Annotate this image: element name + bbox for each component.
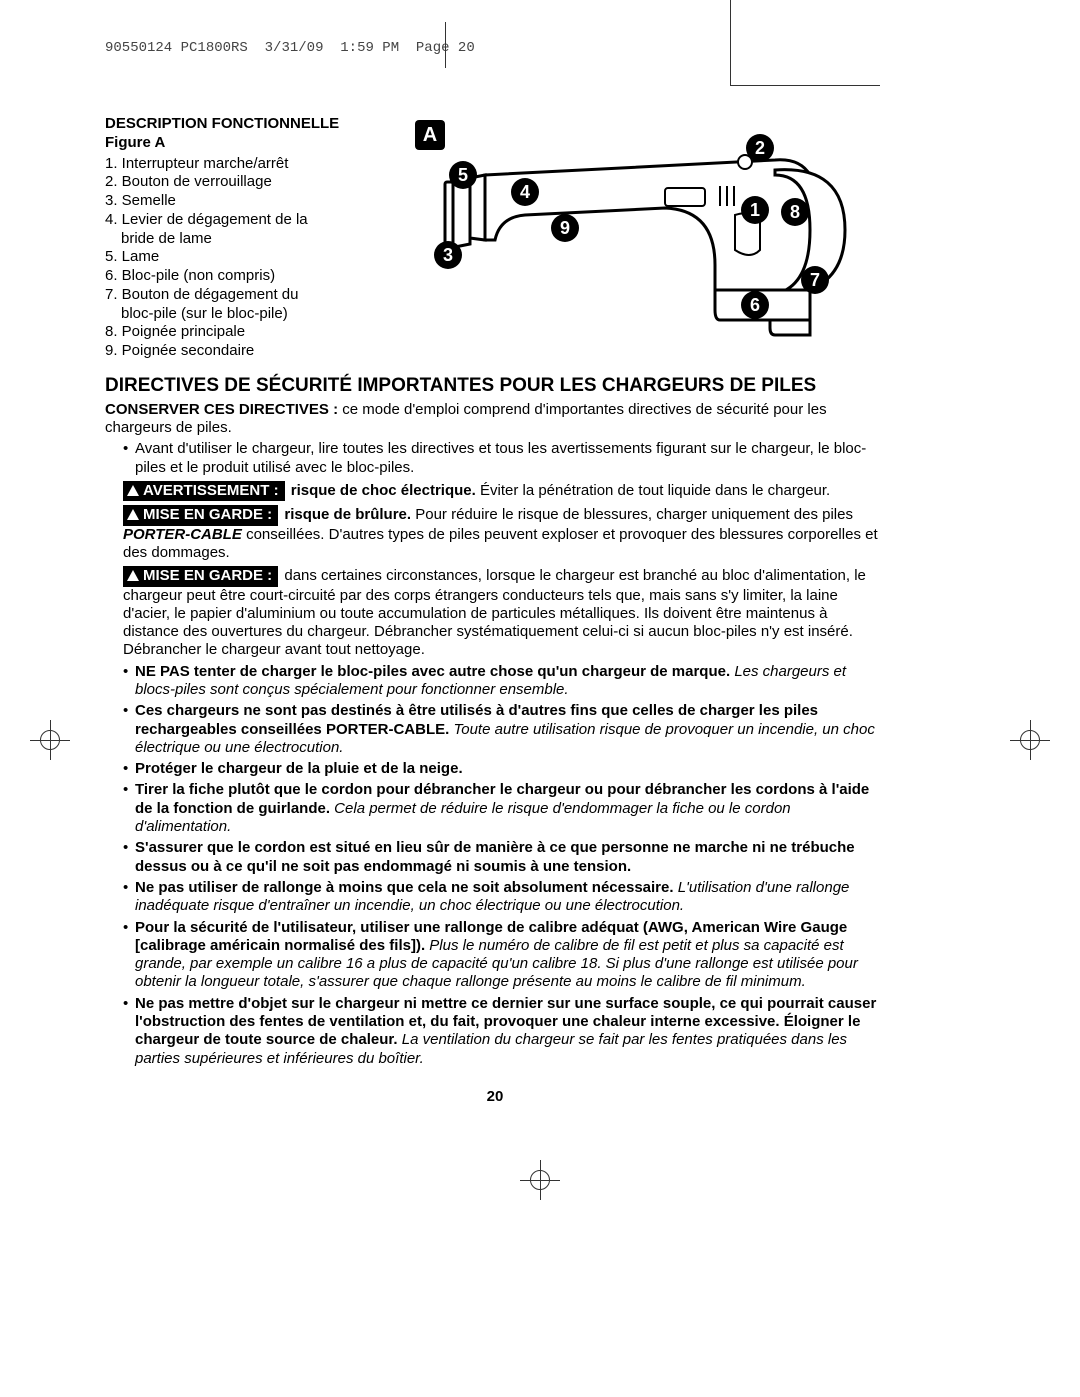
bullet-item: Pour la sécurité de l'utilisateur, utili… [123, 919, 885, 992]
callout-9: 9 [560, 218, 570, 238]
page-prefix: Page [416, 40, 450, 56]
manual-page: 90550124 PC1800RS 3/31/09 1:59 PM Page 2… [0, 0, 1080, 1397]
bullet-item: S'assurer que le cordon est situé en lie… [123, 839, 885, 876]
page-in-header: 20 [458, 40, 475, 56]
bullet-item: NE PAS tenter de charger le bloc-piles a… [123, 663, 885, 700]
callout-4: 4 [520, 182, 530, 202]
list-item: 5. Lame [105, 248, 395, 267]
list-item: 6. Bloc-pile (non compris) [105, 267, 395, 286]
caution-badge: MISE EN GARDE : [123, 505, 278, 525]
time: 1:59 PM [340, 40, 399, 56]
safety-body: CONSERVER CES DIRECTIVES : ce mode d'emp… [105, 401, 885, 1068]
date: 3/31/09 [265, 40, 324, 56]
crop-mark-vertical [730, 0, 731, 85]
bullet-item: Ces chargeurs ne sont pas destinés à êtr… [123, 702, 885, 757]
list-item: 1. Interrupteur marche/arrêt [105, 155, 395, 174]
list-item: 4. Levier de dégagement de la [105, 211, 395, 230]
list-item: 8. Poignée principale [105, 323, 395, 342]
bullet-item: Tirer la fiche plutôt que le cordon pour… [123, 781, 885, 836]
warn-text: Éviter la pénétration de tout liquide da… [476, 482, 830, 499]
list-item: bride de lame [105, 230, 395, 249]
bullet-item: Ne pas mettre d'objet sur le chargeur ni… [123, 995, 885, 1068]
page-number: 20 [105, 1088, 885, 1105]
description-list: DESCRIPTION FONCTIONNELLE Figure A 1. In… [105, 115, 395, 365]
desc-title: DESCRIPTION FONCTIONNELLE [105, 115, 395, 134]
callout-1: 1 [750, 200, 760, 220]
figure-label-text: Figure A [105, 134, 395, 153]
callout-8: 8 [790, 202, 800, 222]
list-item: 2. Bouton de verrouillage [105, 173, 395, 192]
callout-3: 3 [443, 245, 453, 265]
safety-heading: DIRECTIVES DE SÉCURITÉ IMPORTANTES POUR … [105, 375, 885, 397]
doc-id: 90550124 [105, 40, 172, 56]
bullet-item: Avant d'utiliser le chargeur, lire toute… [123, 440, 885, 477]
list-item: 9. Poignée secondaire [105, 342, 395, 361]
bullet-item: Ne pas utiliser de rallonge à moins que … [123, 879, 885, 916]
figure-a: A 1 2 3 4 5 6 [415, 115, 885, 365]
warn-bold: risque de choc électrique. [291, 482, 476, 499]
registration-mark [30, 720, 70, 760]
figure-badge: A [423, 124, 437, 146]
callout-2: 2 [755, 138, 765, 158]
caution-badge: MISE EN GARDE : [123, 566, 278, 586]
warn-bold: risque de brûlure. [284, 506, 411, 523]
crop-mark-horizontal [730, 85, 880, 86]
print-header: 90550124 PC1800RS 3/31/09 1:59 PM Page 2… [105, 40, 475, 56]
list-item: 3. Semelle [105, 192, 395, 211]
registration-mark [520, 1160, 560, 1200]
callout-5: 5 [458, 165, 468, 185]
reciprocating-saw-diagram: A 1 2 3 4 5 6 [415, 115, 885, 365]
warning-badge: AVERTISSEMENT : [123, 481, 285, 501]
bullet-item: Protéger le chargeur de la pluie et de l… [123, 760, 885, 778]
content-area: DESCRIPTION FONCTIONNELLE Figure A 1. In… [105, 115, 885, 1105]
callout-6: 6 [750, 295, 760, 315]
list-item: bloc-pile (sur le bloc-pile) [105, 305, 395, 324]
registration-mark [1010, 720, 1050, 760]
callout-7: 7 [810, 270, 820, 290]
list-item: 7. Bouton de dégagement du [105, 286, 395, 305]
intro-bold: CONSERVER CES DIRECTIVES : [105, 401, 338, 418]
model: PC1800RS [181, 40, 248, 56]
